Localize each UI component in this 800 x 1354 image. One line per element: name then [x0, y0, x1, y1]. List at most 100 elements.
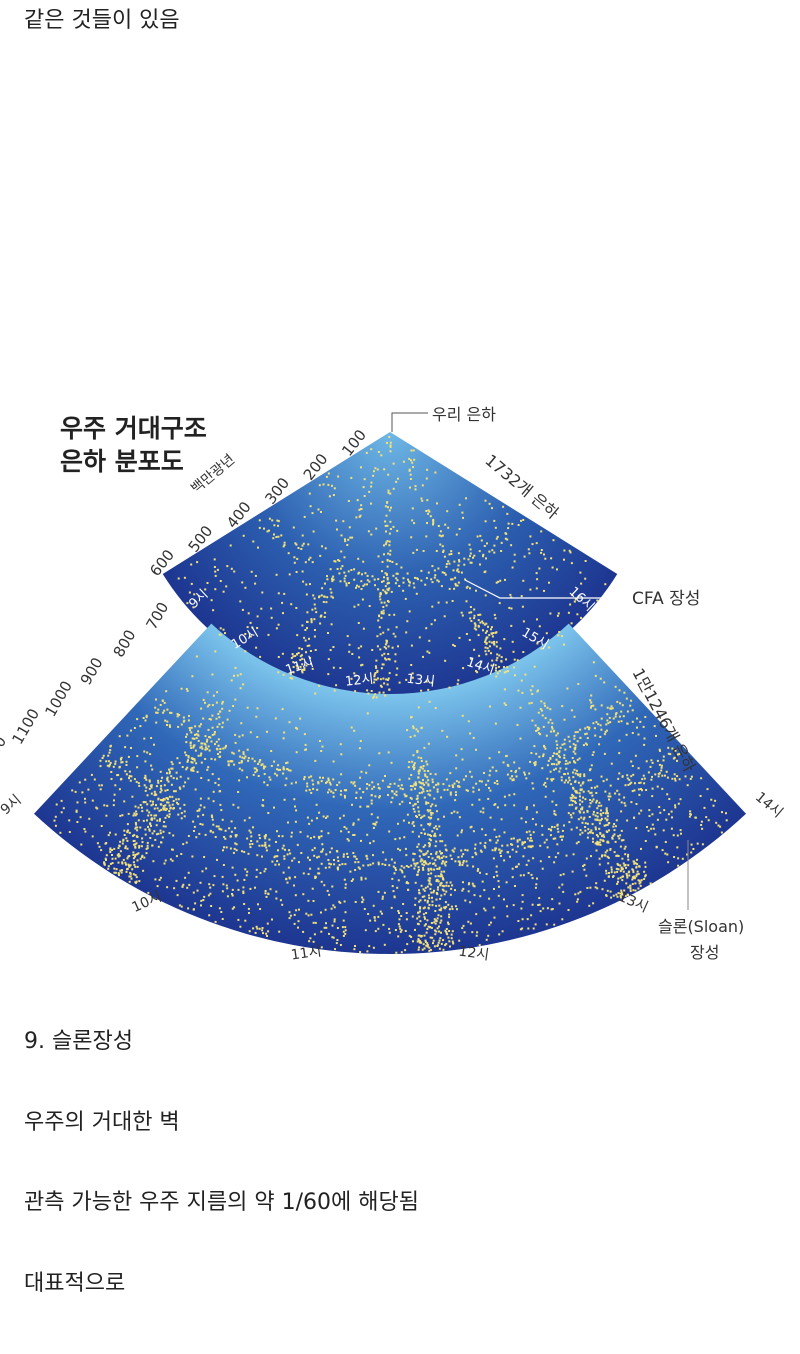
galaxy-dot [590, 791, 593, 794]
galaxy-dot [588, 769, 591, 772]
galaxy-dot [520, 679, 523, 682]
galaxy-dot [252, 826, 254, 829]
galaxy-dot [389, 549, 392, 552]
galaxy-dot [600, 814, 603, 817]
galaxy-dot [463, 931, 466, 934]
galaxy-dot [489, 789, 492, 792]
galaxy-dot [302, 872, 305, 875]
galaxy-dot [378, 795, 381, 798]
galaxy-dot [706, 788, 709, 791]
galaxy-dot [386, 576, 389, 579]
galaxy-dot [690, 851, 693, 854]
galaxy-dot [368, 764, 371, 767]
galaxy-dot [383, 652, 386, 655]
galaxy-dot [634, 782, 636, 785]
galaxy-dot [417, 939, 420, 942]
galaxy-dot [170, 783, 173, 786]
galaxy-dot [191, 767, 194, 770]
galaxy-dot [435, 880, 438, 883]
galaxy-dot [454, 905, 457, 908]
galaxy-dot [178, 714, 181, 716]
galaxy-dot [288, 876, 291, 879]
galaxy-dot [110, 778, 113, 780]
galaxy-dot [360, 839, 362, 842]
galaxy-dot [427, 867, 430, 870]
galaxy-dot [334, 789, 337, 791]
galaxy-dot [413, 810, 416, 813]
galaxy-dot [644, 716, 647, 718]
galaxy-dot [470, 561, 473, 564]
galaxy-dot [436, 788, 439, 791]
galaxy-dot [284, 784, 287, 787]
galaxy-dot [379, 910, 382, 913]
galaxy-dot [320, 946, 323, 949]
galaxy-dot [267, 892, 270, 895]
hour-tick-label: 13시 [406, 672, 436, 690]
galaxy-dot [348, 526, 351, 529]
galaxy-dot [132, 861, 135, 864]
galaxy-dot [338, 572, 341, 575]
galaxy-dot [277, 524, 279, 527]
galaxy-dot [389, 783, 392, 786]
galaxy-dot [434, 919, 437, 922]
galaxy-dot [370, 448, 373, 451]
galaxy-dot [513, 761, 516, 764]
galaxy-dot [516, 839, 519, 842]
galaxy-dot [453, 810, 456, 813]
galaxy-dot [473, 608, 476, 611]
galaxy-dot [506, 666, 509, 669]
galaxy-dot [125, 863, 127, 866]
galaxy-dot [233, 674, 235, 677]
galaxy-dot [281, 601, 284, 604]
galaxy-dot [337, 475, 340, 478]
galaxy-dot [286, 768, 289, 771]
galaxy-dot [546, 777, 549, 780]
galaxy-dot [245, 874, 248, 877]
galaxy-dot [153, 814, 156, 817]
galaxy-dot [242, 751, 245, 754]
galaxy-dot [551, 722, 554, 725]
galaxy-dot [113, 847, 116, 850]
galaxy-dot [627, 855, 629, 858]
galaxy-dot [395, 480, 398, 483]
galaxy-dot [215, 825, 218, 828]
galaxy-dot [264, 844, 267, 846]
galaxy-dot [132, 854, 135, 856]
galaxy-dot [428, 845, 431, 848]
galaxy-dot [555, 763, 558, 766]
galaxy-dot [445, 890, 448, 893]
galaxy-dot [214, 836, 217, 838]
galaxy-dot [397, 822, 399, 825]
galaxy-dot [231, 888, 234, 891]
galaxy-dot [206, 747, 209, 750]
galaxy-dot [421, 859, 424, 862]
galaxy-dot [314, 692, 317, 695]
galaxy-dot [431, 936, 434, 939]
galaxy-dot [610, 868, 613, 871]
galaxy-dot [448, 908, 451, 911]
galaxy-dot [220, 828, 223, 831]
galaxy-dot [162, 807, 165, 810]
galaxy-dot [417, 810, 420, 813]
galaxy-dot [414, 803, 416, 806]
galaxy-dot [431, 896, 433, 899]
galaxy-dot [316, 817, 318, 820]
galaxy-dot [418, 892, 421, 895]
galaxy-dot [616, 882, 619, 885]
galaxy-dot [433, 576, 436, 579]
galaxy-dot [353, 729, 356, 732]
galaxy-dot [606, 823, 609, 826]
galaxy-dot [441, 884, 444, 887]
galaxy-dot [427, 509, 430, 512]
galaxy-dot [430, 835, 433, 837]
galaxy-dot [197, 739, 200, 742]
galaxy-dot [124, 770, 127, 773]
galaxy-dot [455, 767, 458, 770]
galaxy-dot [166, 772, 168, 775]
galaxy-dot [528, 702, 531, 705]
galaxy-dot [267, 812, 270, 814]
galaxy-dot [180, 817, 183, 820]
galaxy-dot [162, 825, 165, 828]
galaxy-dot [555, 767, 557, 770]
galaxy-dot [434, 910, 437, 912]
